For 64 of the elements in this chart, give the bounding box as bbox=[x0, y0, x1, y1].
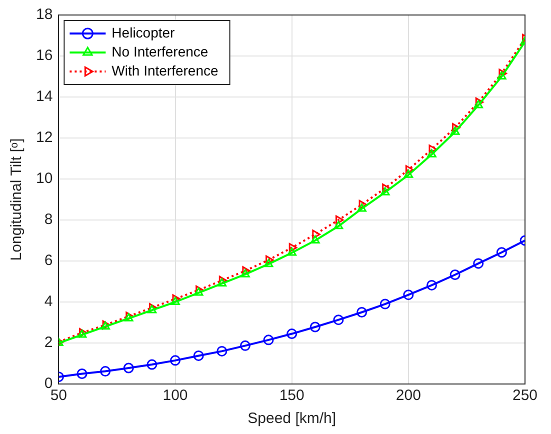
x-tick-label: 150 bbox=[279, 387, 304, 404]
point bbox=[496, 247, 507, 258]
point bbox=[194, 288, 204, 296]
point bbox=[240, 269, 250, 278]
y-tick-label: 14 bbox=[36, 88, 53, 106]
point bbox=[427, 149, 436, 158]
point bbox=[288, 243, 298, 252]
point bbox=[357, 203, 366, 212]
legend-label: No Interference bbox=[112, 43, 208, 60]
point bbox=[287, 248, 296, 256]
point bbox=[380, 187, 390, 196]
point bbox=[382, 184, 390, 193]
point bbox=[473, 258, 484, 269]
point bbox=[264, 258, 274, 268]
point bbox=[428, 144, 437, 154]
point bbox=[217, 278, 227, 287]
x-tick-label: 50 bbox=[50, 387, 68, 404]
y-tick-label: 8 bbox=[44, 211, 53, 228]
point bbox=[170, 355, 181, 366]
point bbox=[404, 170, 414, 178]
y-tick-label: 16 bbox=[36, 47, 53, 64]
x-axis-title: Speed [km/h] bbox=[248, 410, 336, 428]
legend-label: Helicopter bbox=[112, 24, 176, 40]
point bbox=[450, 126, 460, 135]
point bbox=[498, 68, 507, 78]
point bbox=[335, 215, 344, 225]
point bbox=[426, 280, 437, 290]
point bbox=[100, 366, 111, 377]
point bbox=[76, 368, 88, 379]
point bbox=[474, 100, 484, 108]
y-tick-label: 2 bbox=[44, 334, 53, 352]
point bbox=[312, 230, 320, 239]
y-tick-label: 10 bbox=[36, 170, 53, 188]
point bbox=[380, 298, 390, 310]
point bbox=[497, 71, 506, 80]
y-tick-label: 12 bbox=[36, 129, 53, 146]
point bbox=[240, 340, 250, 351]
point bbox=[356, 307, 368, 318]
point bbox=[358, 200, 368, 210]
point bbox=[266, 255, 274, 265]
point bbox=[450, 269, 460, 280]
point bbox=[263, 334, 274, 346]
point bbox=[286, 328, 298, 340]
x-tick-label: 200 bbox=[396, 387, 421, 404]
legend-label: With Interference bbox=[112, 62, 218, 78]
point bbox=[193, 350, 204, 361]
point bbox=[146, 359, 158, 370]
point bbox=[405, 165, 414, 174]
y-tick-label: 18 bbox=[36, 6, 53, 24]
x-tick-label: 250 bbox=[512, 387, 538, 404]
point bbox=[123, 362, 134, 374]
point bbox=[334, 220, 344, 230]
point bbox=[333, 314, 344, 326]
x-tick-label: 100 bbox=[162, 387, 188, 404]
y-axis-title: Longitudinal Tilt [ᵒ] bbox=[8, 138, 26, 261]
point bbox=[310, 322, 320, 332]
y-tick-label: 6 bbox=[44, 252, 53, 270]
point bbox=[310, 235, 320, 244]
point bbox=[216, 346, 228, 356]
point bbox=[403, 290, 414, 300]
y-tick-label: 4 bbox=[44, 293, 53, 310]
point bbox=[452, 123, 460, 132]
point bbox=[170, 296, 180, 305]
y-tick-label: 0 bbox=[44, 375, 53, 392]
